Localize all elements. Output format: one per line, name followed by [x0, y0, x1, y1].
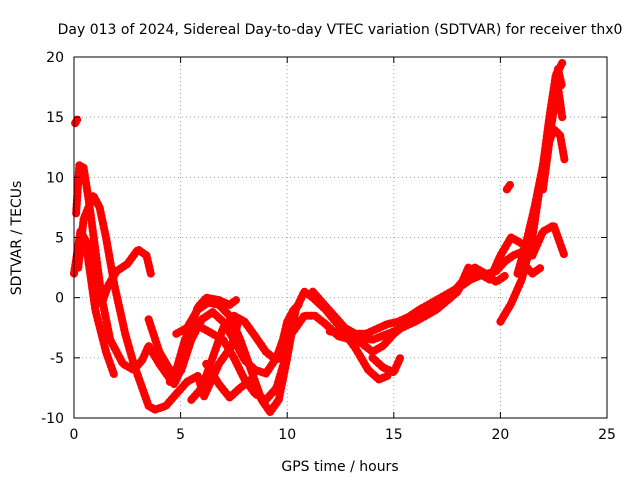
x-tick-label: 0 — [70, 427, 79, 443]
chart-title: Day 013 of 2024, Sidereal Day-to-day VTE… — [58, 22, 623, 38]
y-tick-label: -10 — [41, 411, 64, 427]
x-tick-label: 25 — [598, 427, 616, 443]
series-line — [76, 193, 241, 412]
series-line — [504, 181, 514, 192]
series-line — [74, 163, 238, 387]
x-axis-label: GPS time / hours — [281, 459, 398, 475]
series-line — [541, 67, 565, 192]
y-tick-label: -5 — [50, 351, 64, 367]
y-tick-label: 5 — [55, 231, 64, 247]
x-tick-label: 20 — [491, 427, 509, 443]
y-tick-label: 10 — [46, 170, 64, 186]
x-tick-label: 10 — [278, 427, 296, 443]
series-line — [167, 307, 298, 402]
series-line — [327, 223, 567, 342]
series-line — [204, 361, 253, 400]
series-line — [73, 117, 80, 126]
x-tick-label: 5 — [176, 427, 185, 443]
x-tick-label: 15 — [385, 427, 403, 443]
y-axis-label: SDTVAR / TECUs — [9, 181, 25, 296]
series-line — [519, 259, 543, 276]
y-tick-label: 20 — [46, 50, 64, 66]
series-marker-band — [202, 359, 255, 402]
series-line — [78, 229, 153, 306]
series-line — [370, 355, 403, 375]
y-tick-label: 0 — [55, 291, 64, 307]
data-traces — [70, 59, 569, 416]
y-tick-label: 15 — [46, 110, 64, 126]
axis-ticks: 0 5 10 15 20 25 -10 -5 0 5 10 15 20 — [41, 50, 616, 443]
